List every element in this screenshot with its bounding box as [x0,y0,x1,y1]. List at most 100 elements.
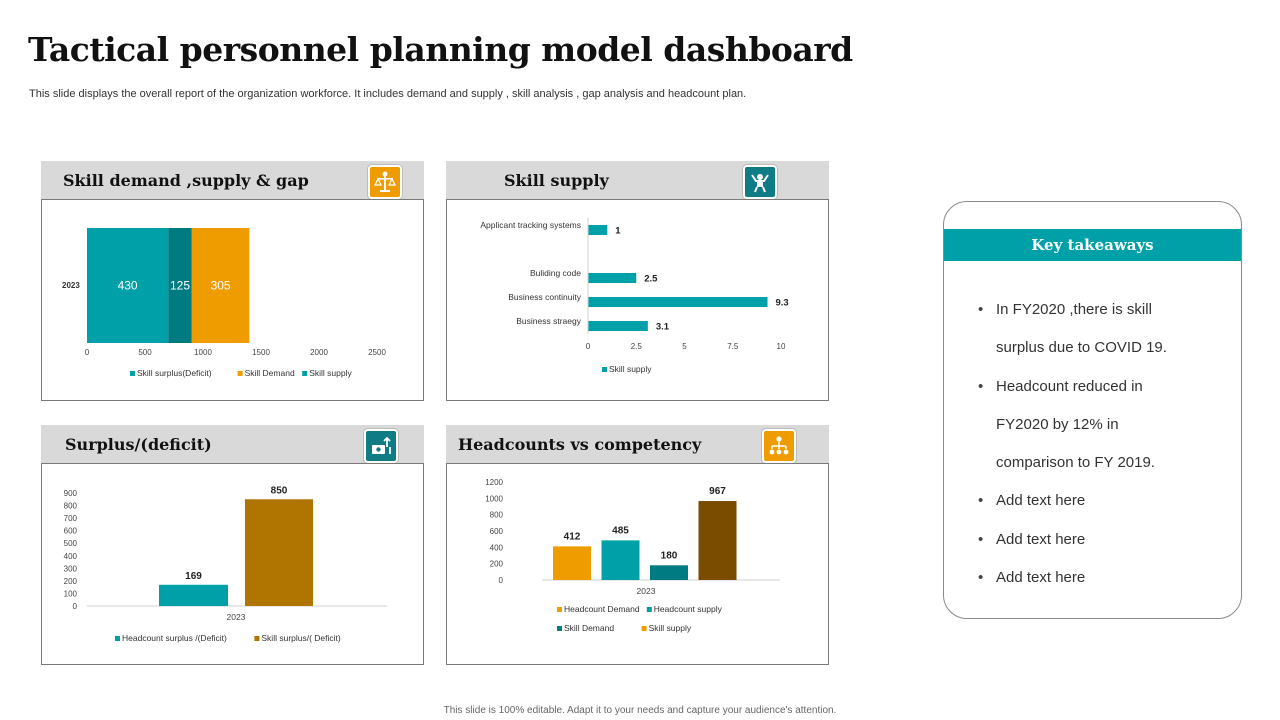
key-takeaways-card: Key takeaways In FY2020 ,there is skill … [943,201,1242,619]
surplus-chart-area: 0 100 200 300 400 500 600 700 800 900 169 850 2023 He… [41,463,424,665]
data-label: 850 [271,485,288,496]
bar [650,565,688,580]
skill-gap-chart-area: 430 125 305 2023 0 500 1000 1500 2000 2500 Skill s… [41,199,424,401]
headcount-title: Headcounts vs competency [458,435,702,454]
bar [698,501,737,580]
y-tick-label: 500 [64,539,78,548]
legend-label: Headcount supply [654,604,723,614]
takeaway-item: Add text here [978,482,1196,521]
data-label: 2.5 [644,274,658,285]
bar-segment [191,228,250,343]
legend-swatch [646,607,652,612]
y-tick-label: 1000 [485,494,503,503]
page-title: Tactical personnel planning model dashbo… [28,30,853,69]
team-hierarchy-icon [762,429,796,463]
headcount-header: Headcounts vs competency [446,425,829,463]
data-label: 412 [564,531,581,542]
legend-label: Headcount surplus /(Deficit) [122,633,227,643]
category-label: 2023 [637,586,656,596]
y-tick-label: 0 [499,576,504,585]
bar-segment [87,228,169,343]
bar [245,499,313,606]
legend-label: Skill supply [609,364,652,374]
y-tick-label: 0 [73,602,78,611]
legend-label: Skill Demand [245,368,295,378]
takeaway-item: Add text here [978,521,1196,560]
legend-swatch [602,367,607,372]
y-tick-label: 1200 [485,478,503,487]
x-tick-label: 2500 [368,348,386,357]
y-tick-label: 100 [64,589,78,598]
surplus-header: Surplus/(deficit) [41,425,424,463]
legend-label: Skill supply [309,368,352,378]
legend-label: Skill Demand [564,623,614,633]
legend-label: Skill surplus/( Deficit) [261,633,341,643]
category-label: Applicant tracking systems [480,220,581,230]
skill-supply-chart: 1 Applicant tracking systems 2.5 Buliding c… [480,218,789,374]
surplus-title: Surplus/(deficit) [65,435,212,454]
y-tick-label: 700 [64,514,78,523]
category-label: 2023 [227,612,246,622]
surplus-panel: Surplus/(deficit) 0 100 200 300 400 500 600 700… [41,425,424,665]
key-takeaways-title: Key takeaways [944,229,1241,261]
x-tick-label: 5 [682,342,687,351]
skill-supply-panel: Skill supply 1 Applicant tracking systems… [446,161,829,401]
legend-label: Skill surplus(Deficit) [137,368,212,378]
legend-swatch [302,371,308,376]
headcount-panel: Headcounts vs competency 0 200 400 600 800 10… [446,425,829,665]
bar-segment [168,228,192,343]
takeaways-list: In FY2020 ,there is skill surplus due to… [978,291,1196,598]
data-label: 967 [709,486,726,497]
y-tick-label: 300 [64,564,78,573]
x-tick-label: 0 [85,348,90,357]
data-label: 9.3 [775,298,788,309]
skill-gap-chart: 430 125 305 2023 0 500 1000 1500 2000 2500 Skill s… [62,228,386,378]
legend-swatch [641,626,647,631]
skill-gap-header: Skill demand ,supply & gap [41,161,424,199]
data-label: 125 [170,279,190,293]
takeaway-item: Add text here [978,559,1196,598]
x-tick-label: 1000 [194,348,212,357]
data-label: 180 [661,550,678,561]
category-label: Buliding code [530,268,581,278]
x-tick-label: 2.5 [631,342,643,351]
headcount-chart: 0 200 400 600 800 1000 1200 412 485 180 967 2023 Hea… [485,478,780,633]
x-tick-label: 2000 [310,348,328,357]
bar [588,321,648,331]
bar [588,273,637,283]
category-label: 2023 [62,281,80,290]
data-label: 1 [615,226,621,237]
balance-scale-icon [368,165,402,199]
bar [553,546,591,580]
headcount-chart-area: 0 200 400 600 800 1000 1200 412 485 180 967 2023 Hea… [446,463,829,665]
y-tick-label: 600 [490,527,504,536]
skill-supply-title: Skill supply [504,171,609,190]
data-label: 3.1 [656,322,670,333]
page-subtitle: This slide displays the overall report o… [29,88,747,100]
y-tick-label: 800 [64,502,78,511]
y-tick-label: 600 [64,527,78,536]
money-icon [364,429,398,463]
x-tick-label: 0 [586,342,591,351]
data-label: 169 [185,571,202,582]
y-tick-label: 800 [490,511,504,520]
y-tick-label: 400 [490,543,504,552]
x-tick-label: 1500 [252,348,270,357]
legend-swatch [557,626,562,631]
bar [588,225,608,235]
y-tick-label: 200 [64,577,78,586]
legend-swatch [254,636,260,641]
category-label: Business continuity [508,292,582,302]
footer-note: This slide is 100% editable. Adapt it to… [443,705,837,716]
y-tick-label: 200 [490,560,504,569]
skill-gap-title: Skill demand ,supply & gap [63,171,309,190]
bar [159,584,228,606]
data-label: 430 [118,279,138,293]
person-flex-icon [743,165,777,199]
takeaway-item: Headcount reduced in FY2020 by 12% in co… [978,368,1196,483]
bar [601,540,640,580]
skill-gap-panel: Skill demand ,supply & gap 430 125 305 2023… [41,161,424,401]
legend-swatch [115,636,120,641]
x-tick-label: 10 [777,342,786,351]
y-tick-label: 900 [64,489,78,498]
